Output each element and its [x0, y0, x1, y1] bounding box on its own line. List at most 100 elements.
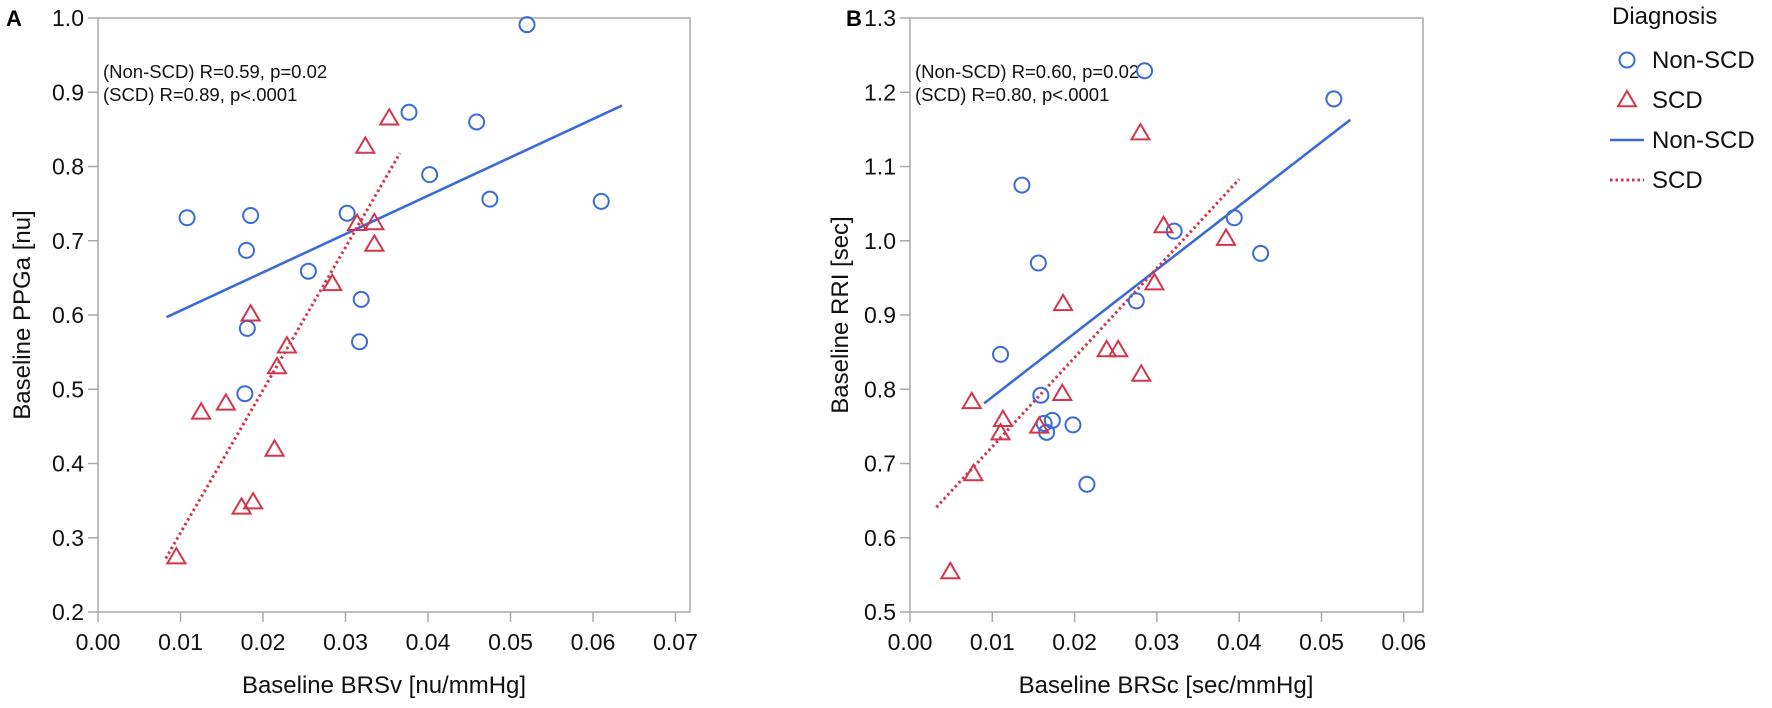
point-scd-b: [939, 560, 962, 580]
y-tick-label-b: 0.7: [864, 451, 896, 477]
x-tick-label-a: 0.07: [653, 629, 698, 655]
point-non-scd-a: [400, 103, 418, 121]
x-tick-label-b: 0.04: [1217, 629, 1262, 655]
y-axis-title-a: Baseline PPGa [nu]: [9, 210, 36, 419]
point-non-scd-a: [238, 319, 256, 337]
point-scd-b: [1107, 338, 1129, 358]
point-scd-b: [962, 462, 985, 482]
point-non-scd-a: [352, 290, 370, 308]
x-tick-label-b: 0.03: [1135, 629, 1180, 655]
point-non-scd-b: [1165, 222, 1183, 240]
point-scd-b: [1095, 338, 1118, 358]
panel-label-a: A: [6, 6, 22, 31]
point-non-scd-b: [1064, 416, 1082, 434]
panel-label-b: B: [846, 6, 862, 31]
point-scd-b: [960, 390, 983, 410]
panel-a: A Baseline BRSv [nu/mmHg] Baseline PPGa …: [6, 5, 698, 699]
point-scd-a: [321, 272, 344, 292]
point-scd-a: [363, 233, 386, 252]
point-non-scd-b: [992, 345, 1010, 363]
point-non-scd-b: [1029, 254, 1047, 272]
legend-label-non-scd-line: Non-SCD: [1652, 127, 1755, 154]
point-non-scd-b: [1252, 244, 1270, 262]
y-tick-label-a: 0.9: [52, 79, 84, 105]
x-tick-label-a: 0.01: [158, 629, 203, 655]
legend-title: Diagnosis: [1612, 3, 1717, 30]
point-scd-b: [1130, 363, 1153, 382]
point-non-scd-a: [351, 333, 369, 351]
point-scd-a: [215, 392, 237, 411]
point-scd-a: [378, 107, 400, 126]
legend-triangle-icon: [1616, 89, 1638, 108]
annotation-scd-a: (SCD) R=0.89, p<.0001: [103, 84, 297, 105]
y-tick-label-a: 0.3: [52, 525, 84, 551]
point-non-scd-b: [1032, 386, 1050, 404]
x-tick-label-a: 0.05: [488, 629, 533, 655]
legend-label-scd-marker: SCD: [1652, 87, 1703, 114]
x-tick-label-a: 0.00: [76, 629, 121, 655]
legend-label-scd-line: SCD: [1652, 167, 1703, 194]
legend: Diagnosis Non-SCD SCD Non-SCD SCD: [1610, 3, 1755, 194]
point-non-scd-a: [178, 209, 196, 227]
y-tick-label-a: 0.8: [52, 154, 84, 180]
point-scd-a: [263, 438, 286, 457]
point-scd-b: [992, 408, 1014, 427]
legend-circle-icon: [1618, 51, 1636, 69]
point-scd-b: [1028, 415, 1050, 434]
fit-line-scd-b: [935, 178, 1241, 509]
point-scd-a: [276, 335, 298, 354]
point-scd-b: [1051, 382, 1074, 402]
point-scd-b: [1152, 214, 1175, 234]
x-tick-label-b: 0.05: [1299, 629, 1344, 655]
point-non-scd-b: [1127, 292, 1145, 310]
point-scd-a: [190, 401, 212, 420]
point-non-scd-b: [1136, 62, 1154, 80]
point-non-scd-b: [1043, 411, 1061, 429]
y-tick-label-a: 0.7: [52, 228, 84, 254]
point-scd-a: [242, 491, 264, 510]
y-tick-label-a: 0.5: [52, 376, 84, 402]
annotation-non-scd-b: (Non-SCD) R=0.60, p=0.02: [915, 61, 1139, 82]
point-non-scd-a: [338, 204, 356, 222]
point-non-scd-a: [421, 166, 439, 184]
point-scd-a: [346, 212, 368, 231]
point-non-scd-a: [236, 385, 254, 403]
x-tick-label-b: 0.02: [1052, 629, 1097, 655]
point-scd-a: [354, 135, 377, 154]
annotation-scd-b: (SCD) R=0.80, p<.0001: [915, 84, 1109, 105]
point-non-scd-a: [481, 190, 499, 208]
point-non-scd-a: [299, 262, 317, 280]
x-tick-label-b: 0.00: [888, 629, 933, 655]
fit-line-non-scd-a: [165, 104, 623, 319]
legend-label-non-scd-marker: Non-SCD: [1652, 47, 1755, 74]
y-tick-label-b: 1.3: [864, 5, 896, 31]
panel-b: B Baseline BRSc [sec/mmHg] Baseline RRI …: [827, 5, 1426, 699]
x-axis-title-a: Baseline BRSv [nu/mmHg]: [242, 672, 526, 699]
point-non-scd-a: [592, 192, 610, 210]
y-tick-label-a: 1.0: [52, 5, 84, 31]
point-scd-b: [1215, 227, 1237, 246]
y-tick-label-b: 0.5: [864, 599, 896, 625]
point-non-scd-a: [238, 241, 255, 259]
x-tick-label-a: 0.03: [323, 629, 368, 655]
point-scd-b: [1143, 272, 1166, 291]
x-tick-label-a: 0.06: [571, 629, 616, 655]
point-scd-a: [239, 303, 262, 322]
y-tick-label-b: 0.8: [864, 376, 896, 402]
plot-frame-b: [909, 17, 1424, 613]
x-tick-label-a: 0.04: [406, 629, 451, 655]
x-tick-label-b: 0.06: [1381, 629, 1426, 655]
y-tick-label-a: 0.6: [52, 302, 84, 328]
annotation-non-scd-a: (Non-SCD) R=0.59, p=0.02: [103, 61, 327, 82]
y-tick-label-b: 1.2: [864, 79, 896, 105]
y-tick-label-b: 0.9: [864, 302, 896, 328]
point-scd-b: [989, 422, 1012, 441]
point-non-scd-a: [242, 207, 260, 225]
y-tick-label-a: 0.2: [52, 599, 84, 625]
x-tick-label-a: 0.02: [241, 629, 286, 655]
y-tick-label-a: 0.4: [52, 451, 84, 477]
x-tick-label-b: 0.01: [970, 629, 1015, 655]
point-non-scd-a: [468, 113, 486, 131]
y-axis-title-b: Baseline RRI [sec]: [827, 216, 854, 413]
point-non-scd-b: [1078, 475, 1096, 493]
